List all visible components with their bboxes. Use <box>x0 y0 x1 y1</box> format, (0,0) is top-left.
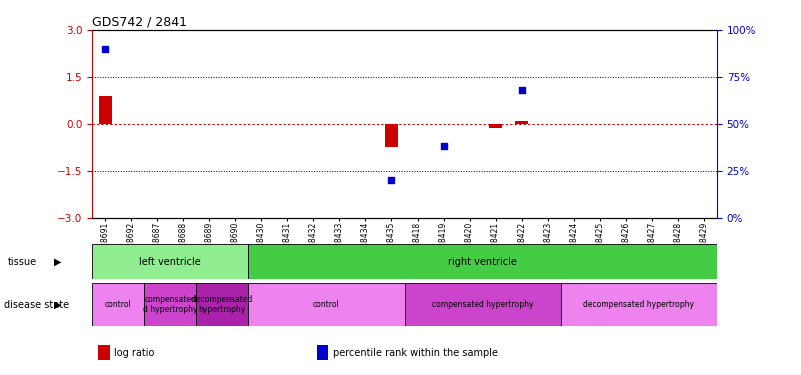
Point <box>99 46 111 52</box>
Text: GDS742 / 2841: GDS742 / 2841 <box>92 16 187 29</box>
Text: left ventricle: left ventricle <box>139 256 201 267</box>
Point <box>515 87 528 93</box>
Point <box>385 177 398 183</box>
Text: tissue: tissue <box>8 256 37 267</box>
Text: log ratio: log ratio <box>114 348 155 357</box>
Text: compensated
d hypertrophy: compensated d hypertrophy <box>143 295 198 314</box>
Text: decompensated hypertrophy: decompensated hypertrophy <box>583 300 694 309</box>
Bar <box>405 283 561 326</box>
Text: ▶: ▶ <box>54 256 62 267</box>
Bar <box>248 244 717 279</box>
Text: ▶: ▶ <box>54 300 62 310</box>
Text: control: control <box>313 300 340 309</box>
Bar <box>515 121 528 124</box>
Bar <box>99 345 110 360</box>
Bar <box>489 124 502 128</box>
Text: decompensated
hypertrophy: decompensated hypertrophy <box>191 295 253 314</box>
Bar <box>248 283 405 326</box>
Bar <box>561 283 717 326</box>
Bar <box>196 283 248 326</box>
Text: compensated hypertrophy: compensated hypertrophy <box>432 300 533 309</box>
Bar <box>99 96 111 124</box>
Text: right ventricle: right ventricle <box>449 256 517 267</box>
Text: control: control <box>105 300 131 309</box>
Bar <box>92 244 248 279</box>
Bar <box>92 283 144 326</box>
Text: percentile rank within the sample: percentile rank within the sample <box>332 348 497 357</box>
Text: disease state: disease state <box>4 300 69 310</box>
Bar <box>385 124 398 147</box>
Bar <box>144 283 196 326</box>
Bar <box>317 345 328 360</box>
Point <box>437 143 450 149</box>
